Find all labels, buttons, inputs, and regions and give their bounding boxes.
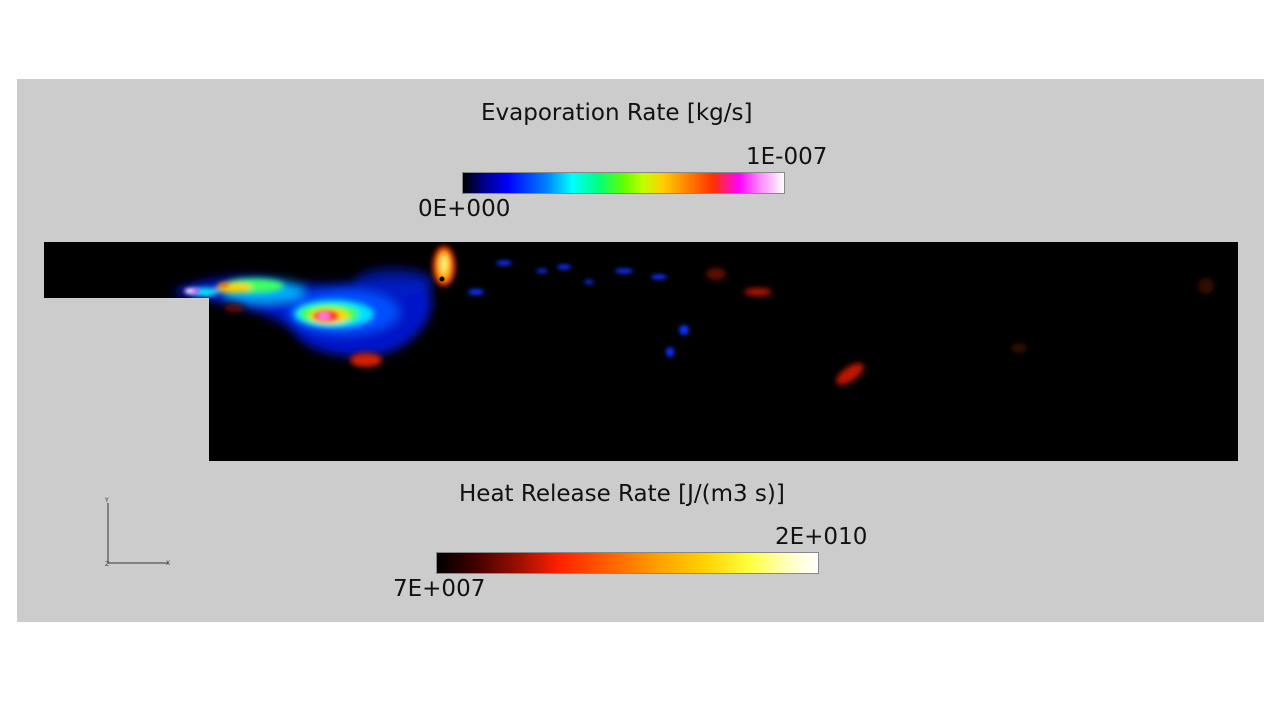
heat-release-max-label: 2E+010 xyxy=(775,524,868,550)
domain-background xyxy=(44,242,1238,461)
flame-spots xyxy=(224,246,1214,385)
heat-release-legend-title: Heat Release Rate [J/(m3 s)] xyxy=(459,481,785,507)
spray-hotspots xyxy=(184,283,338,321)
combustor-domain xyxy=(44,242,1238,461)
x-axis-label: X xyxy=(166,560,170,567)
heat-release-min-label: 7E+007 xyxy=(393,576,486,602)
y-axis-label: Y xyxy=(104,497,109,504)
evaporation-max-label: 1E-007 xyxy=(746,144,828,170)
droplet-blobs xyxy=(468,260,689,357)
evaporation-min-label: 0E+000 xyxy=(418,196,511,222)
z-axis-label: Z xyxy=(105,561,109,568)
axis-triad: Y X Z xyxy=(104,497,170,568)
render-viewport[interactable]: Evaporation Rate [kg/s] 1E-007 0E+000 xyxy=(17,79,1264,622)
heat-release-colorbar xyxy=(436,552,819,574)
evaporation-legend-title: Evaporation Rate [kg/s] xyxy=(481,100,753,126)
evaporation-colorbar xyxy=(462,172,785,194)
